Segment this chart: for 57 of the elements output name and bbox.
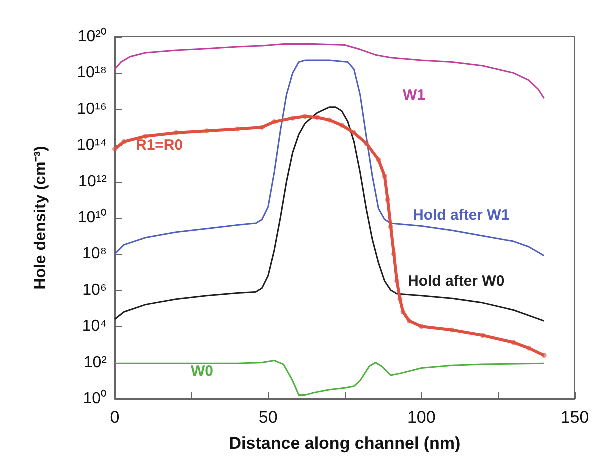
series-label: Hold after W1: [413, 207, 510, 224]
point: [272, 120, 277, 125]
line-series: [114, 60, 546, 257]
point: [290, 116, 296, 121]
point: [143, 134, 148, 139]
point: [400, 310, 406, 315]
y-tick-label: 10¹⁶: [77, 100, 107, 118]
y-tick-label: 10²⁰: [78, 28, 107, 46]
point: [364, 141, 369, 146]
y-tick-label: 10⁸: [82, 246, 107, 263]
line-series: [114, 43, 546, 100]
point: [511, 340, 516, 346]
y-tick-label: 10¹⁰: [78, 208, 107, 226]
point: [235, 126, 240, 132]
x-tick-label: 50: [258, 408, 278, 427]
x-tick-label: 150: [560, 408, 590, 427]
point: [480, 333, 486, 338]
y-tick-label: 10⁶: [82, 282, 107, 299]
series-label: Hold after W0: [408, 273, 505, 290]
series-label: W1: [403, 87, 426, 104]
point: [339, 122, 344, 128]
y-tick-label: 10⁴: [82, 318, 108, 336]
y-tick-label: 10⁰: [83, 390, 107, 408]
point: [450, 328, 455, 333]
y-axis-title: Hole density (cm⁻³): [32, 146, 50, 290]
point: [419, 324, 424, 330]
point: [542, 353, 547, 358]
point: [302, 114, 308, 120]
point: [122, 139, 127, 144]
x-axis-title: Distance along channel (nm): [229, 434, 461, 453]
point: [392, 252, 397, 257]
point: [112, 146, 118, 152]
point: [385, 197, 390, 202]
series-label: R1=R0: [136, 137, 184, 154]
point: [398, 296, 403, 302]
y-tick-label: 10²: [84, 354, 108, 372]
point: [260, 125, 265, 130]
y-tick-label: 10¹²: [78, 173, 108, 190]
y-tick-label: 10¹⁸: [77, 64, 107, 82]
point: [526, 346, 532, 351]
point: [376, 158, 382, 163]
y-tick-label: 10¹⁴: [77, 137, 108, 154]
line-series: [114, 360, 546, 396]
point: [174, 130, 179, 136]
point: [394, 278, 400, 284]
line-series: [114, 106, 546, 322]
x-tick-label: 100: [407, 408, 436, 427]
point: [406, 318, 412, 324]
point: [352, 130, 357, 136]
series-label: W0: [191, 363, 214, 380]
point: [382, 174, 388, 179]
line-series: [112, 114, 547, 358]
x-tick-label: 0: [110, 408, 120, 427]
point: [327, 118, 332, 123]
point: [204, 128, 210, 134]
point: [314, 115, 320, 120]
point: [388, 224, 394, 230]
